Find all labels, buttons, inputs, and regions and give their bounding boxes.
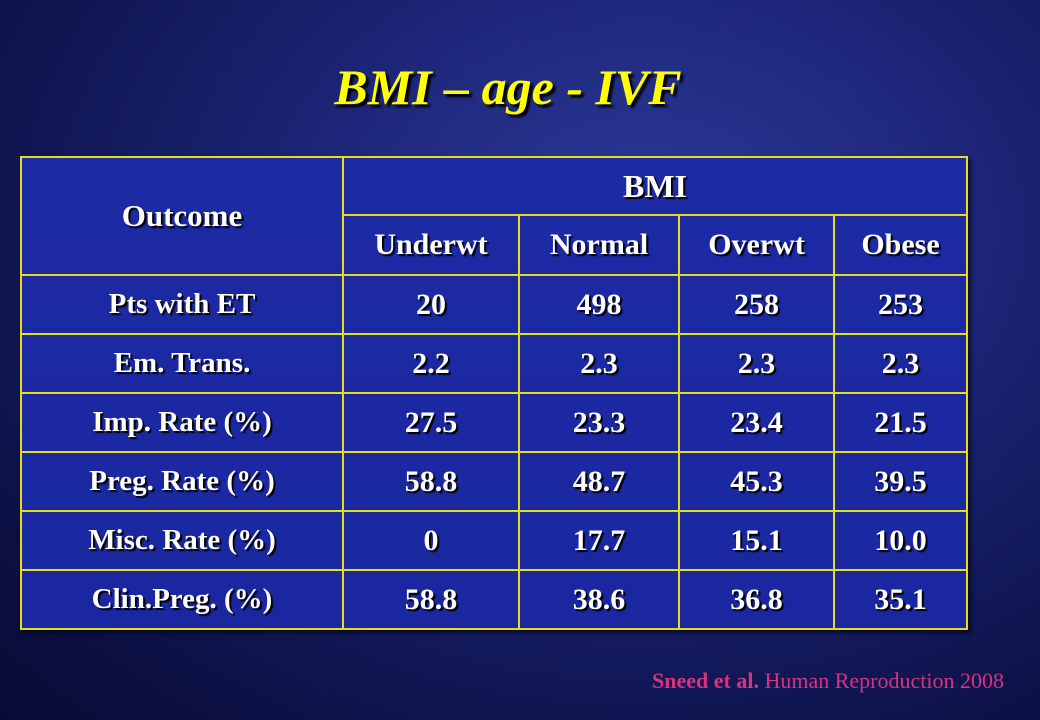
- table-row: Em. Trans. 2.2 2.3 2.3 2.3: [20, 333, 968, 394]
- table-cell: 17.7: [518, 510, 680, 571]
- outcome-header: Outcome: [20, 156, 344, 276]
- bmi-outcomes-table: Outcome BMI Underwt Normal Overwt Obese …: [20, 156, 968, 630]
- table-header-row: Outcome BMI: [20, 156, 968, 276]
- table-cell: 0: [342, 510, 520, 571]
- column-header-overwt: Overwt: [678, 214, 835, 276]
- slide-title: BMI – age - IVF: [334, 59, 682, 115]
- table-cell: 45.3: [678, 451, 835, 512]
- citation-authors: Sneed et al.: [652, 668, 759, 693]
- table-cell: 35.1: [833, 569, 968, 630]
- row-label: Clin.Preg. (%): [20, 569, 344, 630]
- table-row: Preg. Rate (%) 58.8 48.7 45.3 39.5: [20, 451, 968, 512]
- table-cell: 23.3: [518, 392, 680, 453]
- table-cell: 2.3: [833, 333, 968, 394]
- table-cell: 58.8: [342, 451, 520, 512]
- table-cell: 2.2: [342, 333, 520, 394]
- citation-source: Human Reproduction 2008: [764, 668, 1004, 693]
- table-cell: 20: [342, 274, 520, 335]
- table-row: Pts with ET 20 498 258 253: [20, 274, 968, 335]
- table-row: Misc. Rate (%) 0 17.7 15.1 10.0: [20, 510, 968, 571]
- table-cell: 23.4: [678, 392, 835, 453]
- table-cell: 2.3: [678, 333, 835, 394]
- row-label: Imp. Rate (%): [20, 392, 344, 453]
- row-label: Em. Trans.: [20, 333, 344, 394]
- table-cell: 498: [518, 274, 680, 335]
- table-cell: 21.5: [833, 392, 968, 453]
- column-header-underwt: Underwt: [342, 214, 520, 276]
- table-cell: 36.8: [678, 569, 835, 630]
- table-cell: 27.5: [342, 392, 520, 453]
- table-cell: 258: [678, 274, 835, 335]
- row-label: Misc. Rate (%): [20, 510, 344, 571]
- column-header-obese: Obese: [833, 214, 968, 276]
- table-cell: 253: [833, 274, 968, 335]
- table-subheader-row: Underwt Normal Overwt Obese: [21, 214, 968, 276]
- citation: Sneed et al. Human Reproduction 2008: [652, 668, 1004, 694]
- row-label: Pts with ET: [20, 274, 344, 335]
- table-cell: 48.7: [518, 451, 680, 512]
- row-label: Preg. Rate (%): [20, 451, 344, 512]
- table-row: Clin.Preg. (%) 58.8 38.6 36.8 35.1: [20, 569, 968, 630]
- table-cell: 10.0: [833, 510, 968, 571]
- table-cell: 15.1: [678, 510, 835, 571]
- table-row: Imp. Rate (%) 27.5 23.3 23.4 21.5: [20, 392, 968, 453]
- table-cell: 38.6: [518, 569, 680, 630]
- column-header-normal: Normal: [518, 214, 680, 276]
- table-cell: 2.3: [518, 333, 680, 394]
- table-cell: 39.5: [833, 451, 968, 512]
- table-cell: 58.8: [342, 569, 520, 630]
- bmi-group-header: BMI: [342, 156, 968, 216]
